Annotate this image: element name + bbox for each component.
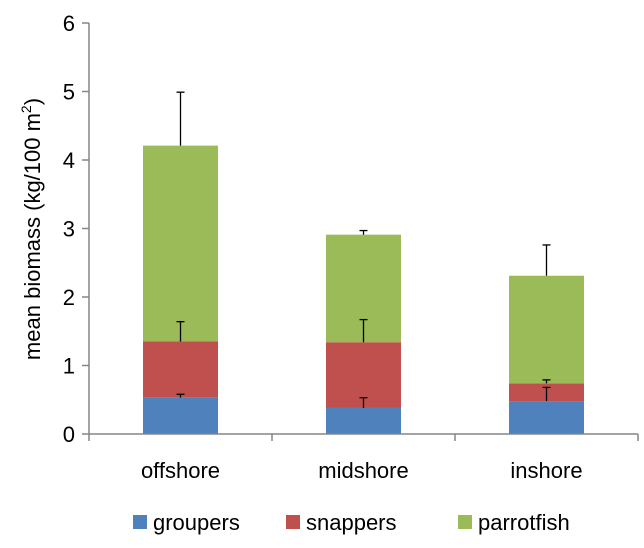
y-tick-label: 5 [63,80,75,105]
y-tick-label: 4 [63,148,75,173]
y-axis-title-close: ) [20,98,45,105]
bar-snappers-midshore [326,342,401,408]
y-tick-label: 6 [63,11,75,36]
y-tick-label: 3 [63,217,75,242]
legend-swatch-snappers [286,515,300,529]
bar-groupers-midshore [326,407,401,434]
bar-parrotfish-inshore [509,275,584,384]
y-axis-title-main: mean biomass (kg/100 m [20,113,45,360]
y-tick-label: 2 [63,285,75,310]
x-axis-ticks: offshore midshore inshore [88,434,639,483]
chart-marks [143,91,584,434]
legend-swatch-parrotfish [458,515,472,529]
legend-label-snappers: snappers [306,510,397,535]
y-axis-ticks: 0 1 2 3 4 5 6 [63,11,89,447]
bar-snappers-offshore [143,341,218,398]
bar-groupers-offshore [143,397,218,434]
y-axis-title: mean biomass (kg/100 m2) [18,98,45,360]
legend-label-parrotfish: parrotfish [478,510,570,535]
legend: groupers snappers parrotfish [133,510,570,535]
bar-groupers-inshore [509,401,584,434]
y-tick-label: 1 [63,354,75,379]
legend-swatch-groupers [133,515,147,529]
x-tick-label-offshore: offshore [141,458,220,483]
legend-label-groupers: groupers [153,510,240,535]
x-tick-label-inshore: inshore [510,458,582,483]
y-axis-title-superscript: 2 [18,105,34,113]
y-tick-label: 0 [63,422,75,447]
bar-parrotfish-offshore [143,145,218,342]
x-tick-label-midshore: midshore [318,458,408,483]
